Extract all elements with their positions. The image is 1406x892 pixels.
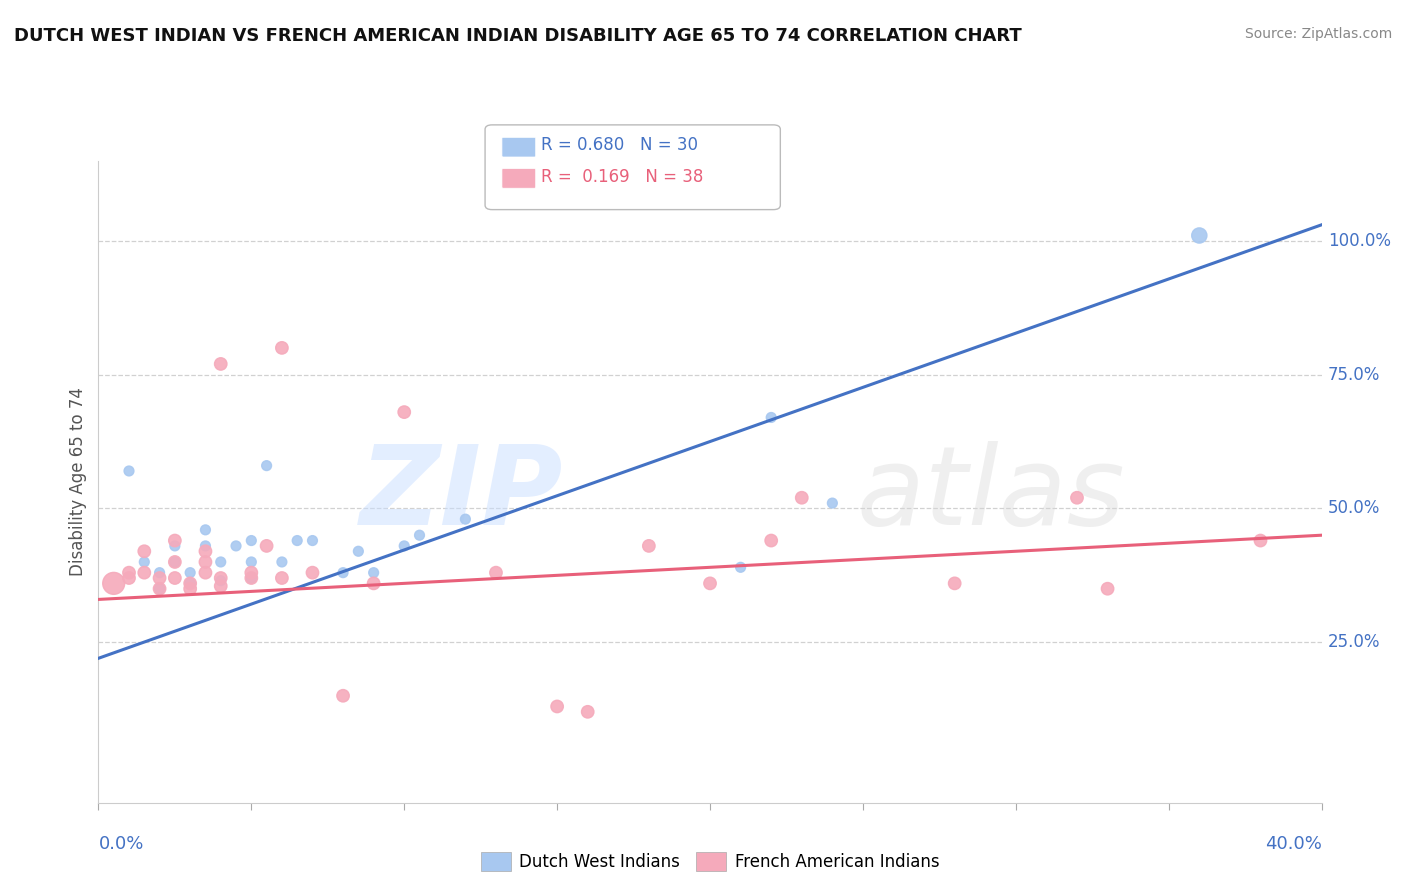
Point — [240, 555, 263, 569]
Point — [240, 533, 263, 548]
Point — [347, 544, 370, 558]
Point — [392, 539, 416, 553]
Point — [163, 539, 186, 553]
Point — [332, 689, 354, 703]
Point — [730, 560, 752, 574]
Point — [454, 512, 477, 526]
Point — [209, 571, 232, 585]
Point — [163, 571, 186, 585]
Point — [163, 555, 186, 569]
Point — [149, 566, 172, 580]
Text: 75.0%: 75.0% — [1327, 366, 1381, 384]
Text: 50.0%: 50.0% — [1327, 500, 1381, 517]
Point — [270, 571, 294, 585]
Point — [1188, 228, 1211, 243]
Point — [821, 496, 844, 510]
Point — [790, 491, 813, 505]
Text: ZIP: ZIP — [360, 441, 564, 548]
Point — [209, 555, 232, 569]
Point — [256, 458, 278, 473]
Text: 25.0%: 25.0% — [1327, 633, 1381, 651]
Point — [179, 566, 201, 580]
Point — [149, 582, 172, 596]
Point — [270, 341, 294, 355]
Point — [485, 566, 508, 580]
Point — [392, 405, 416, 419]
Point — [699, 576, 721, 591]
Point — [761, 533, 783, 548]
Point — [209, 579, 232, 593]
Point — [149, 582, 172, 596]
Point — [408, 528, 430, 542]
Point — [149, 571, 172, 585]
Point — [240, 571, 263, 585]
Point — [301, 533, 323, 548]
Point — [637, 539, 661, 553]
Text: atlas: atlas — [856, 441, 1125, 548]
Point — [1097, 582, 1119, 596]
Point — [363, 566, 385, 580]
Point — [1250, 533, 1272, 548]
Point — [163, 555, 186, 569]
Point — [194, 544, 217, 558]
Point — [194, 539, 217, 553]
Point — [179, 576, 201, 591]
Text: 100.0%: 100.0% — [1327, 232, 1391, 250]
Point — [118, 566, 141, 580]
Point — [209, 357, 232, 371]
Point — [285, 533, 308, 548]
Point — [194, 566, 217, 580]
Point — [761, 410, 783, 425]
Point — [943, 576, 966, 591]
Point — [194, 523, 217, 537]
Point — [225, 539, 247, 553]
Y-axis label: Disability Age 65 to 74: Disability Age 65 to 74 — [69, 387, 87, 576]
Point — [546, 699, 568, 714]
Point — [118, 464, 141, 478]
Text: R = 0.680   N = 30: R = 0.680 N = 30 — [541, 136, 699, 154]
Point — [240, 571, 263, 585]
Point — [332, 566, 354, 580]
Text: DUTCH WEST INDIAN VS FRENCH AMERICAN INDIAN DISABILITY AGE 65 TO 74 CORRELATION : DUTCH WEST INDIAN VS FRENCH AMERICAN IND… — [14, 27, 1022, 45]
Point — [103, 576, 125, 591]
Point — [209, 574, 232, 588]
Text: 0.0%: 0.0% — [98, 835, 143, 853]
Point — [179, 582, 201, 596]
Point — [179, 576, 201, 591]
Point — [256, 539, 278, 553]
Point — [134, 566, 156, 580]
Point — [134, 555, 156, 569]
Point — [118, 571, 141, 585]
Legend: Dutch West Indians, French American Indians: Dutch West Indians, French American Indi… — [474, 846, 946, 878]
Text: 40.0%: 40.0% — [1265, 835, 1322, 853]
Point — [163, 533, 186, 548]
Point — [270, 555, 294, 569]
Point — [1066, 491, 1088, 505]
Point — [134, 544, 156, 558]
Text: Source: ZipAtlas.com: Source: ZipAtlas.com — [1244, 27, 1392, 41]
Text: R =  0.169   N = 38: R = 0.169 N = 38 — [541, 168, 703, 186]
Point — [194, 555, 217, 569]
Point — [301, 566, 323, 580]
Point — [363, 576, 385, 591]
Point — [240, 566, 263, 580]
Point — [576, 705, 599, 719]
